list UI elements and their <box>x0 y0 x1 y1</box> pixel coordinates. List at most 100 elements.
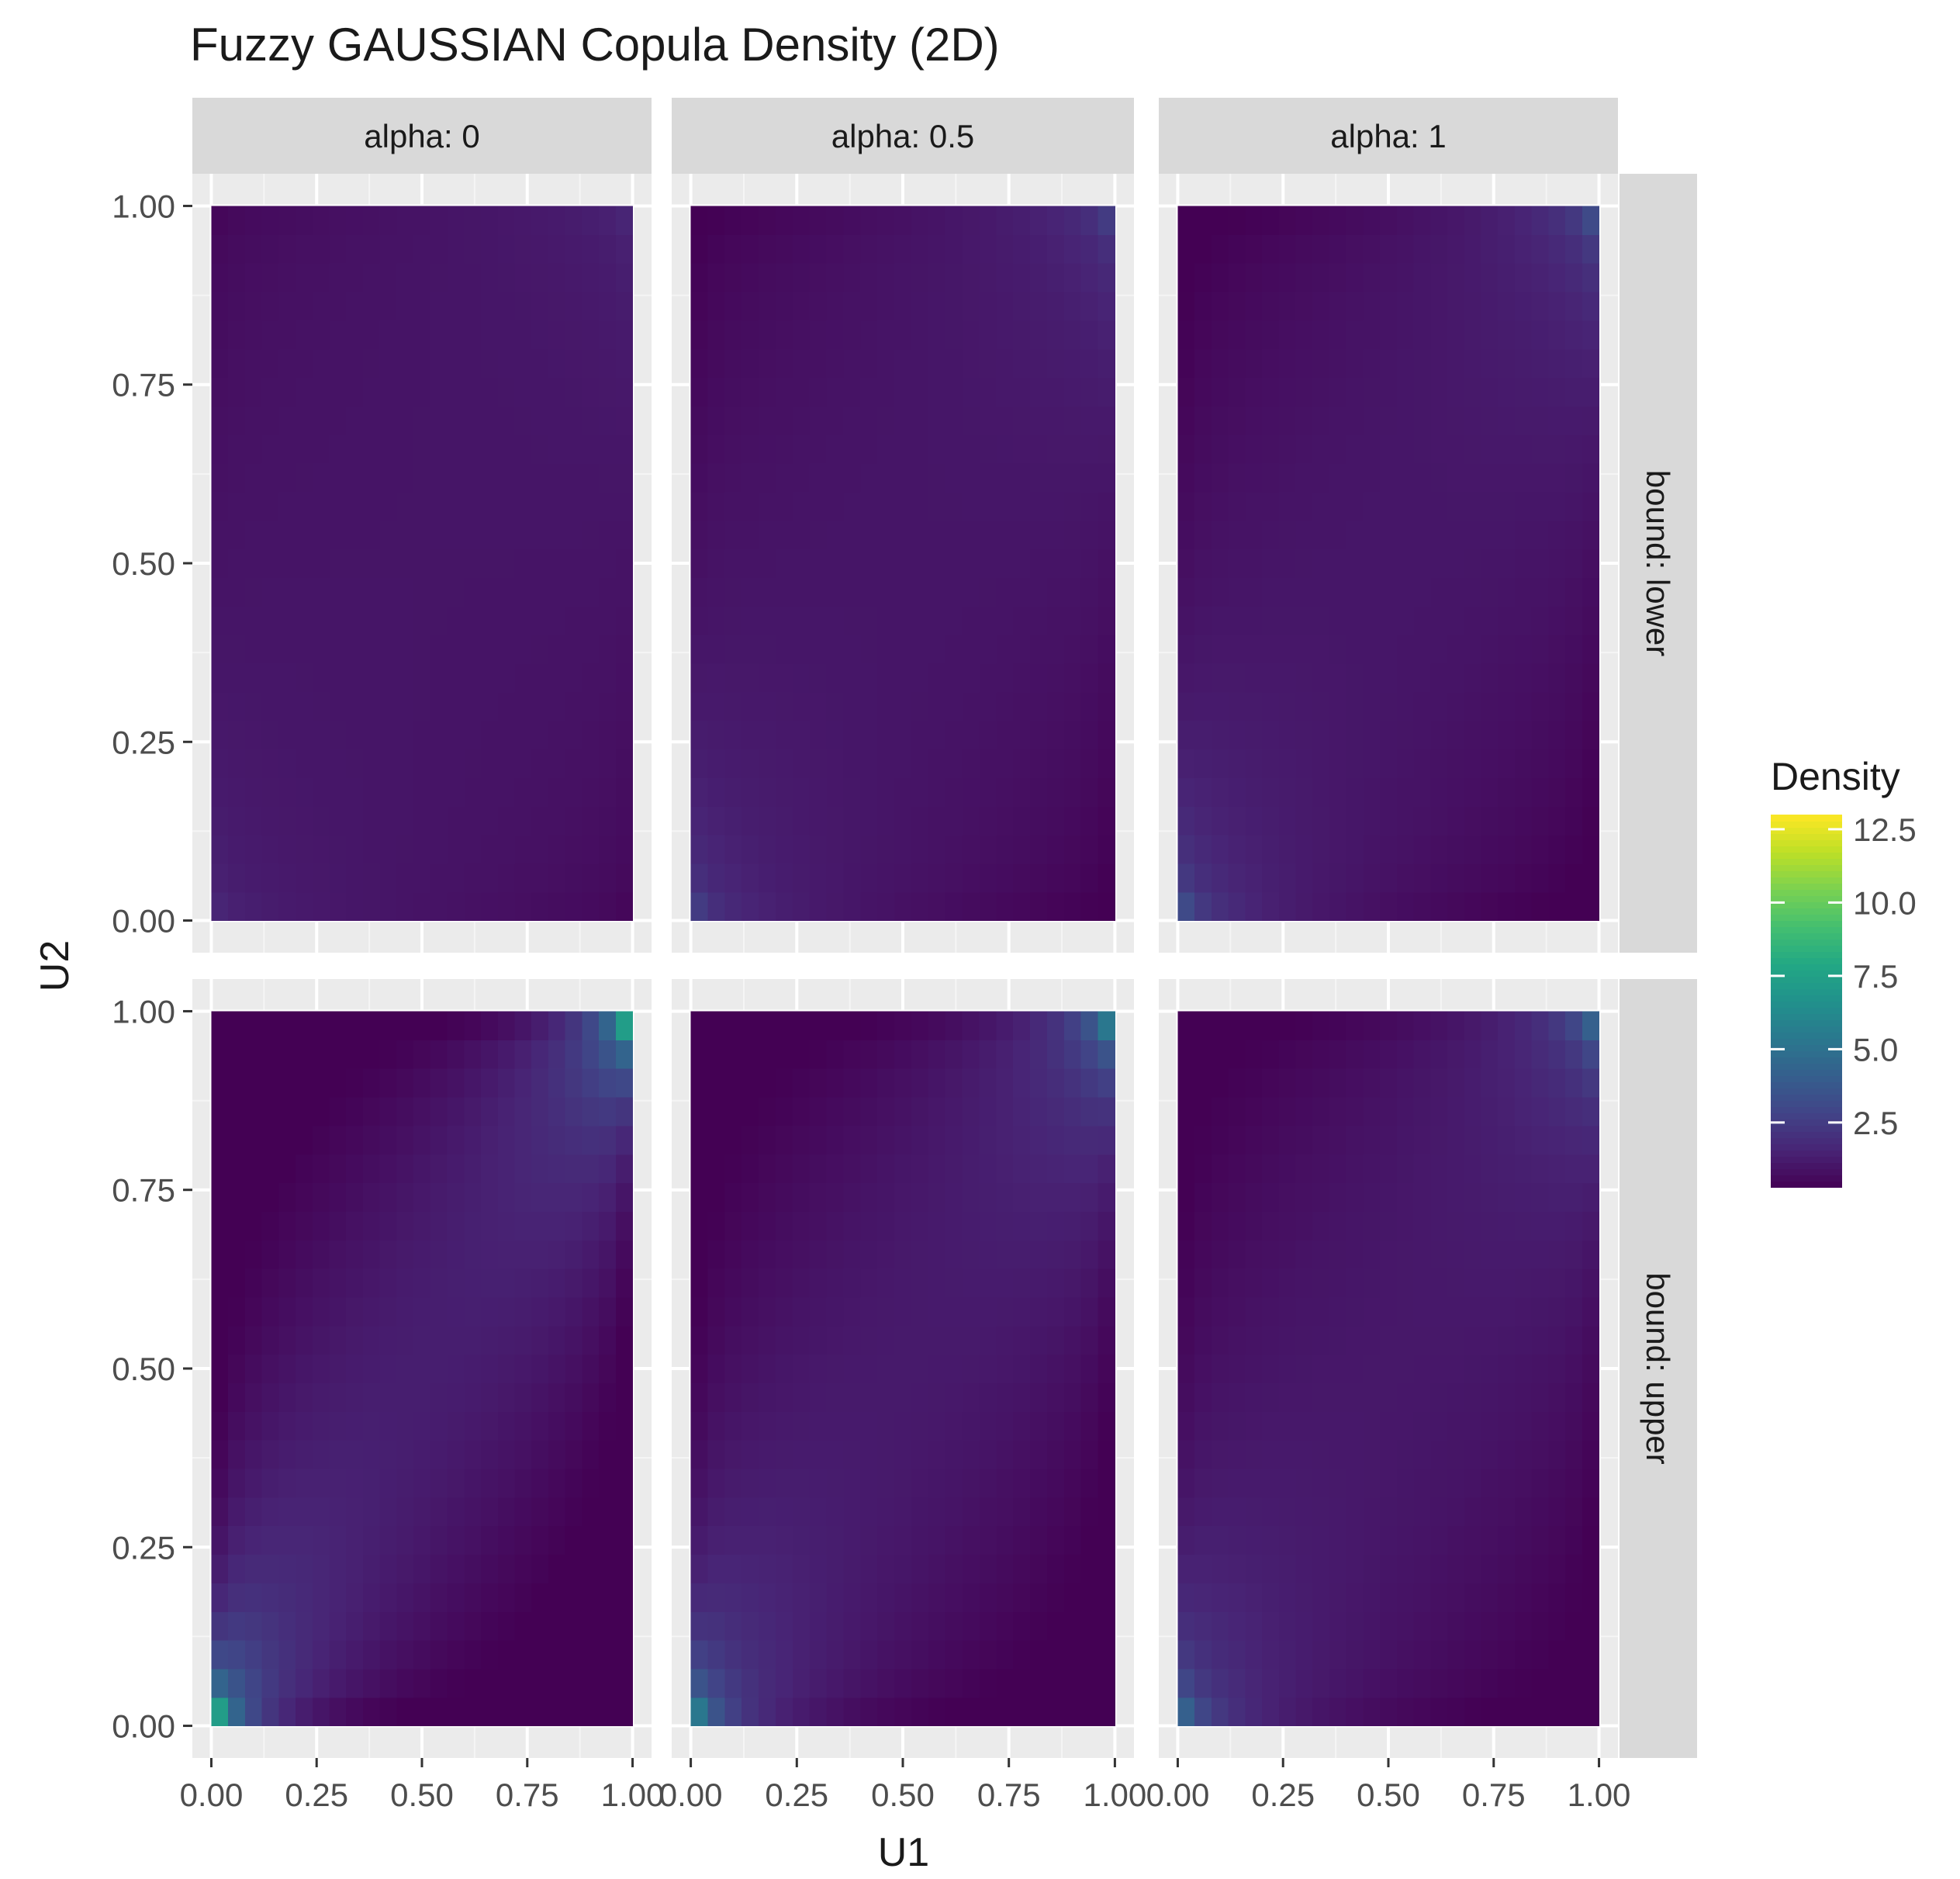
heatmap-cell <box>894 1554 912 1583</box>
heatmap-cell <box>1447 1382 1465 1412</box>
heatmap-cell <box>894 1497 912 1527</box>
heatmap-cell <box>278 1240 296 1269</box>
heatmap-cell <box>1046 663 1065 693</box>
heatmap-cell <box>894 1068 912 1098</box>
heatmap-cell <box>690 1468 709 1498</box>
heatmap-cell <box>724 891 742 922</box>
heatmap-cell <box>615 463 634 493</box>
heatmap-cell <box>792 1640 811 1670</box>
heatmap-cell <box>447 520 465 550</box>
heatmap-cell <box>707 1697 725 1727</box>
heatmap-cell <box>413 1440 431 1469</box>
heatmap-cell <box>1245 548 1263 579</box>
heatmap-cell <box>413 377 431 407</box>
heatmap-cell <box>1063 1096 1082 1126</box>
heatmap-cell <box>1312 434 1330 464</box>
heatmap-cell <box>792 434 811 464</box>
heatmap-cell <box>228 491 246 521</box>
x-tick-label: 0.75 <box>1462 1777 1526 1813</box>
heatmap-cell <box>514 1611 532 1641</box>
heatmap-cell <box>1312 1554 1330 1583</box>
heatmap-cell <box>792 1525 811 1555</box>
heatmap-cell <box>707 835 725 864</box>
heatmap-cell <box>962 548 980 579</box>
heatmap-cell <box>1177 606 1195 635</box>
heatmap-cell <box>464 377 482 407</box>
heatmap-cell <box>615 1296 634 1327</box>
heatmap-cell <box>599 1611 617 1641</box>
heatmap-cell <box>1098 1468 1115 1498</box>
heatmap-cell <box>312 835 330 864</box>
heatmap-cell <box>1581 1068 1600 1098</box>
heatmap-cell <box>1046 1668 1065 1698</box>
heatmap-cell <box>1447 1668 1465 1698</box>
legend-color-step <box>1771 1125 1842 1132</box>
heatmap-cell <box>514 1583 532 1612</box>
heatmap-cell <box>1312 234 1330 264</box>
heatmap-cell <box>497 1154 516 1184</box>
heatmap-cell <box>1396 1497 1415 1527</box>
heatmap-cell <box>962 720 980 750</box>
heatmap-cell <box>497 1583 516 1612</box>
heatmap-cell <box>1481 348 1499 379</box>
heatmap-cell <box>826 1583 845 1612</box>
heatmap-cell <box>1498 320 1516 350</box>
heatmap-cell <box>1177 1354 1195 1384</box>
heatmap-cell <box>1278 1411 1297 1441</box>
heatmap-cell <box>531 1040 549 1069</box>
heatmap-cell <box>1228 1583 1246 1612</box>
heatmap-cell <box>379 1125 398 1155</box>
heatmap-cell <box>775 434 793 464</box>
heatmap-cell <box>244 691 263 721</box>
heatmap-cell <box>548 663 566 693</box>
heatmap-cell <box>1498 1268 1516 1298</box>
heatmap-cell <box>447 749 465 778</box>
heatmap-cell <box>211 520 229 550</box>
heatmap-cell <box>582 348 600 379</box>
heatmap-cell <box>1548 835 1566 864</box>
heatmap-cell <box>1312 635 1330 664</box>
heatmap-cell <box>548 806 566 836</box>
heatmap-cell <box>1464 749 1482 778</box>
heatmap-cell <box>497 606 516 635</box>
chart-title: Fuzzy GAUSSIAN Copula Density (2D) <box>190 19 1000 71</box>
heatmap-cell <box>1581 320 1600 350</box>
heatmap-cell <box>1380 491 1398 521</box>
heatmap-cell <box>792 1354 811 1384</box>
heatmap-cell <box>1329 377 1347 407</box>
heatmap-cell <box>962 663 980 693</box>
heatmap-cell <box>809 320 828 350</box>
heatmap-cell <box>945 206 963 235</box>
heatmap-cell <box>962 263 980 292</box>
heatmap-cell <box>792 1554 811 1583</box>
heatmap-cell <box>690 749 709 778</box>
heatmap-cell <box>1177 1154 1195 1184</box>
heatmap-cell <box>481 1154 499 1184</box>
heatmap-cell <box>1177 348 1195 379</box>
heatmap-cell <box>615 1611 634 1641</box>
heatmap-cell <box>1565 577 1583 607</box>
heatmap-cell <box>1295 749 1313 778</box>
heatmap-cell <box>1565 463 1583 493</box>
heatmap-cell <box>514 1382 532 1412</box>
heatmap-cell <box>261 1554 279 1583</box>
heatmap-cell <box>1363 777 1381 807</box>
heatmap-cell <box>447 491 465 521</box>
heatmap-cell <box>1396 720 1415 750</box>
heatmap-cell <box>211 606 229 635</box>
heatmap-cell <box>413 577 431 607</box>
heatmap-cell <box>1380 291 1398 321</box>
heatmap-cell <box>346 1583 364 1612</box>
heatmap-cell <box>860 1497 878 1527</box>
heatmap-cell <box>877 1154 895 1184</box>
heatmap-cell <box>261 377 279 407</box>
heatmap-cell <box>911 1668 929 1698</box>
heatmap-cell <box>843 1382 861 1412</box>
heatmap-cell <box>843 406 861 435</box>
heatmap-cell <box>312 720 330 750</box>
heatmap-cell <box>261 263 279 292</box>
heatmap-cell <box>1063 720 1082 750</box>
heatmap-cell <box>1363 1382 1381 1412</box>
heatmap-cell <box>707 1583 725 1612</box>
heatmap-cell <box>615 1525 634 1555</box>
